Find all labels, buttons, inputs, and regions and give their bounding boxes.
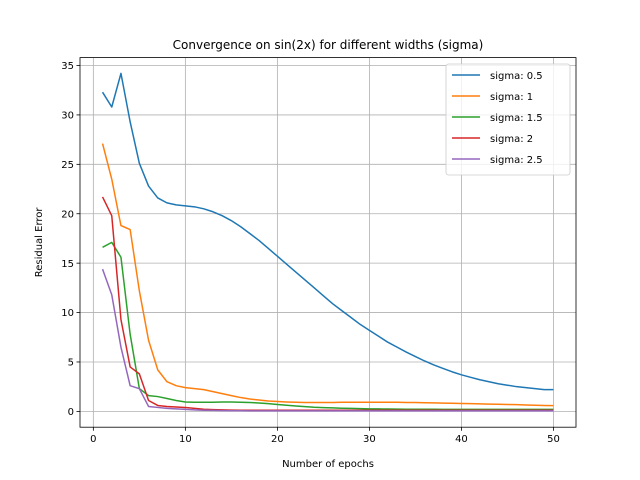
y-tick-label: 25 — [61, 160, 74, 171]
x-tick-label: 50 — [547, 434, 560, 445]
grid — [80, 57, 576, 428]
chart-title: Convergence on sin(2x) for different wid… — [173, 38, 484, 52]
x-tick-label: 10 — [179, 434, 192, 445]
y-axis-label: Residual Error — [34, 207, 45, 278]
y-tick-label: 35 — [61, 61, 74, 72]
y-tick-label: 10 — [61, 308, 74, 319]
y-tick-label: 20 — [61, 209, 74, 220]
legend: sigma: 0.5 sigma: 1 sigma: 1.5 sigma: 2 sigm… — [445, 63, 571, 176]
legend-label-2: sigma: 1 — [490, 92, 533, 103]
y-tick-label: 5 — [68, 358, 74, 369]
y-tick-label: 15 — [61, 259, 74, 270]
legend-label-5: sigma: 2.5 — [490, 155, 543, 166]
y-tick-label: 0 — [68, 407, 74, 418]
plot-frame — [79, 57, 577, 428]
legend-box — [445, 63, 571, 176]
ticks: 0 10 20 30 40 50 0 5 10 15 20 25 30 35 — [61, 61, 560, 445]
x-tick-label: 20 — [271, 434, 284, 445]
y-tick-label: 30 — [61, 111, 74, 122]
legend-label-4: sigma: 2 — [490, 134, 533, 145]
series-line-1 — [101, 72, 554, 391]
legend-label-1: sigma: 0.5 — [490, 71, 543, 82]
x-axis-label: Number of epochs — [282, 459, 374, 470]
series-line-5 — [101, 268, 554, 412]
legend-label-3: sigma: 1.5 — [490, 113, 543, 124]
x-tick-label: 0 — [90, 434, 96, 445]
series-layer — [101, 72, 554, 412]
series-line-2 — [101, 143, 554, 407]
x-tick-label: 30 — [363, 434, 376, 445]
series-line-3 — [102, 241, 554, 411]
x-tick-label: 40 — [455, 434, 468, 445]
